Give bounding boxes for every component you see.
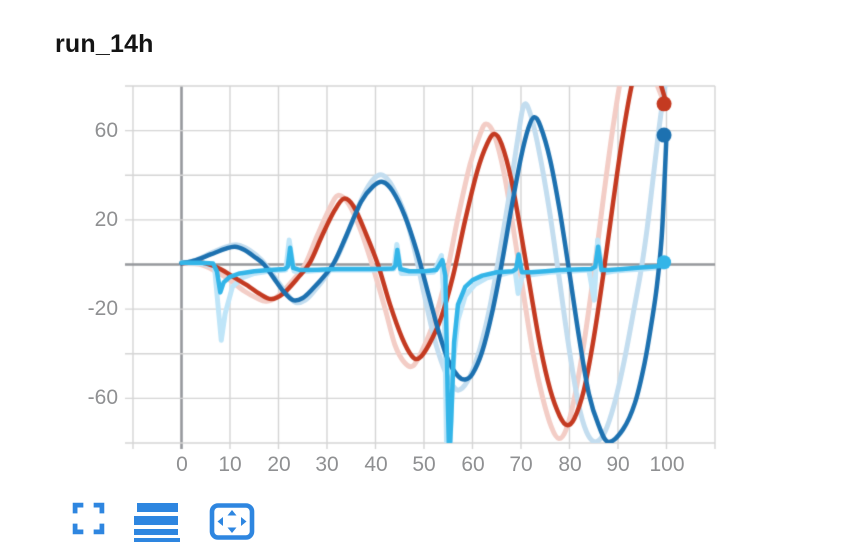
x-tick-label: 30 xyxy=(315,453,339,476)
pan-arrows-icon xyxy=(209,503,255,540)
y-tick-label: 20 xyxy=(94,208,118,231)
x-tick-label: 100 xyxy=(649,453,685,476)
series-list-button[interactable] xyxy=(132,500,182,544)
x-tick-label: 50 xyxy=(412,453,436,476)
x-tick-label: 90 xyxy=(606,453,630,476)
series-list-icon xyxy=(134,503,180,542)
x-tick-label: 40 xyxy=(364,453,388,476)
fullscreen-button[interactable] xyxy=(70,500,107,537)
x-tick-label: 80 xyxy=(558,453,582,476)
x-tick-label: 70 xyxy=(509,453,533,476)
x-tick-label: 60 xyxy=(461,453,485,476)
x-tick-label: 0 xyxy=(176,453,188,476)
x-tick-label: 20 xyxy=(267,453,291,476)
x-tick-label: 10 xyxy=(218,453,242,476)
chart-toolbar xyxy=(70,500,257,544)
y-tick-label: -20 xyxy=(87,297,118,320)
y-tick-label: -60 xyxy=(87,386,118,409)
y-tick-label: 60 xyxy=(94,119,118,142)
fullscreen-icon xyxy=(72,502,105,535)
pan-button[interactable] xyxy=(207,500,257,543)
